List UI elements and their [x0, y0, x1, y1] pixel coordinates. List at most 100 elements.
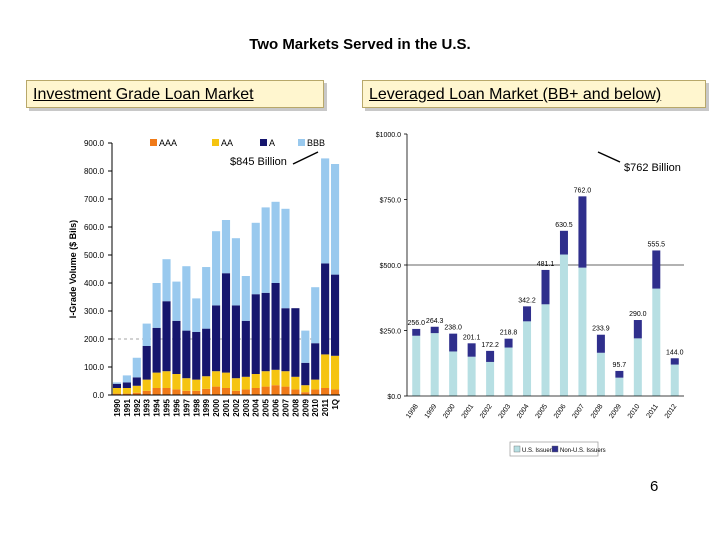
- right-y-tick-label: $1000.0: [376, 132, 401, 139]
- left-x-tick-label: 1Q: [331, 399, 340, 410]
- right-y-tick-label: $750.0: [380, 198, 402, 205]
- left-x-tick-label: 1994: [153, 398, 162, 416]
- left-x-tick-label: 1996: [172, 398, 181, 416]
- right-x-tick-label: 2005: [534, 403, 549, 420]
- right-bar-segment-us: [449, 351, 458, 396]
- left-bar-segment-aa: [330, 355, 340, 390]
- left-bar-segment-a: [221, 273, 231, 373]
- left-bar-segment-aaa: [152, 388, 161, 395]
- left-bar-segment-bbb: [261, 207, 270, 293]
- right-bar-segment-us: [559, 254, 568, 396]
- right-x-tick-label: 2001: [461, 403, 476, 420]
- left-bar-segment-aa: [241, 376, 250, 390]
- right-x-tick-label: 1998: [405, 403, 420, 420]
- left-y-tick-label: 500.0: [84, 251, 105, 260]
- leveraged-loan-chart: $0.0 $250.0 $500.0 $750.0 $1000.0 256.0 1998 26…: [376, 132, 684, 457]
- right-bar-total-label: 144.0: [666, 349, 684, 356]
- left-bar-segment-aa: [271, 369, 280, 386]
- left-bar-segment-aaa: [271, 385, 280, 395]
- left-bar-segment-aaa: [122, 393, 131, 395]
- right-x-tick-label: 2000: [442, 403, 457, 420]
- left-bar-segment-aa: [301, 385, 310, 393]
- left-y-tick-label: 600.0: [84, 223, 105, 232]
- slide-title: Two Markets Served in the U.S.: [249, 36, 471, 53]
- right-bar-total-label: 290.0: [629, 311, 647, 318]
- left-bar-segment-bbb: [301, 330, 310, 363]
- right-bar-segment-non-us: [467, 343, 476, 357]
- left-bar-segment-aa: [281, 371, 290, 387]
- right-legend-label: Non-U.S. Issuers: [560, 448, 606, 454]
- left-bar-segment-bbb: [192, 298, 201, 332]
- left-x-tick-label: 2006: [272, 398, 281, 416]
- left-bar-segment-bbb: [221, 220, 231, 274]
- left-x-tick-label: 1995: [163, 398, 172, 416]
- left-bar-segment-aa: [321, 354, 330, 388]
- right-bar-segment-non-us: [430, 326, 439, 334]
- left-y-axis-title: I-Grade Volume ($ Bils): [68, 220, 78, 318]
- right-x-tick-label: 2010: [627, 403, 642, 420]
- right-bar-segment-us: [652, 288, 661, 396]
- right-x-tick-label: 2006: [553, 403, 568, 420]
- right-x-tick-label: 2011: [646, 403, 660, 419]
- right-bar-segment-non-us: [486, 350, 495, 362]
- right-legend-label: U.S. Issuers: [522, 448, 555, 454]
- right-bar-segment-us: [633, 338, 642, 396]
- left-y-tick-label: 100.0: [84, 363, 105, 372]
- left-bar-segment-aa: [221, 372, 231, 388]
- right-bar-total-label: 762.0: [574, 187, 592, 194]
- left-legend-label: BBB: [307, 138, 325, 148]
- right-x-tick-label: 2002: [479, 403, 494, 420]
- left-bar-segment-a: [212, 305, 221, 372]
- right-bar-total-label: 481.1: [537, 261, 555, 268]
- left-bar-segment-a: [281, 308, 290, 372]
- left-x-tick-label: 1992: [133, 398, 142, 416]
- left-bar-segment-aaa: [321, 388, 330, 395]
- right-x-tick-label: 2012: [664, 403, 679, 420]
- right-bar-segment-non-us: [523, 306, 532, 322]
- right-bar-segment-us: [430, 333, 439, 396]
- left-bar-segment-aa: [142, 379, 151, 391]
- left-bar-segment-aaa: [281, 386, 290, 395]
- left-bar-segment-a: [122, 382, 131, 388]
- right-bar-total-label: 342.2: [518, 297, 536, 304]
- left-bar-segment-bbb: [122, 375, 131, 383]
- leveraged-loan-header: Leveraged Loan Market (BB+ and below): [362, 80, 706, 108]
- left-bar-segment-aa: [152, 372, 161, 388]
- right-bar-total-label: 172.2: [481, 342, 499, 349]
- left-annotation-arrow: [292, 151, 319, 165]
- right-bar-total-label: 95.7: [613, 362, 627, 369]
- left-legend-swatch: [298, 139, 305, 146]
- right-bar-segment-non-us: [633, 320, 642, 339]
- left-y-tick-label: 0.0: [93, 391, 105, 400]
- left-bar-segment-aaa: [172, 389, 181, 395]
- right-x-tick-label: 1999: [424, 403, 439, 420]
- left-bar-segment-bbb: [172, 281, 181, 321]
- left-bar-segment-aaa: [182, 390, 191, 395]
- right-y-tick-label: $0.0: [387, 394, 401, 401]
- left-y-tick-label: 400.0: [84, 279, 105, 288]
- left-x-tick-label: 2004: [252, 398, 261, 416]
- left-bar-segment-bbb: [202, 267, 211, 329]
- left-bar-segment-bbb: [231, 238, 240, 306]
- left-bar-segment-a: [172, 320, 181, 374]
- left-bar-segment-aa: [192, 379, 201, 391]
- left-bar-segment-aaa: [241, 389, 250, 395]
- left-bar-segment-aa: [311, 379, 320, 390]
- left-bar-segment-aaa: [112, 393, 122, 395]
- left-bar-segment-bbb: [182, 266, 191, 331]
- left-x-tick-label: 2001: [222, 398, 231, 416]
- left-bar-segment-a: [241, 320, 250, 377]
- left-bar-segment-aa: [231, 378, 240, 391]
- right-bar-segment-non-us: [596, 334, 605, 353]
- right-bar-segment-us: [504, 347, 513, 396]
- right-bar-segment-non-us: [504, 338, 513, 348]
- left-legend-label: AAA: [159, 138, 177, 148]
- left-bar-segment-aa: [251, 374, 260, 388]
- right-bar-total-label: 201.1: [463, 334, 481, 341]
- left-bar-segment-bbb: [241, 276, 250, 321]
- left-bar-segment-bbb: [311, 287, 320, 344]
- left-bar-segment-aa: [291, 376, 300, 390]
- left-x-tick-label: 1999: [202, 398, 211, 416]
- left-bar-segment-a: [251, 294, 260, 374]
- left-x-tick-label: 1998: [192, 398, 201, 416]
